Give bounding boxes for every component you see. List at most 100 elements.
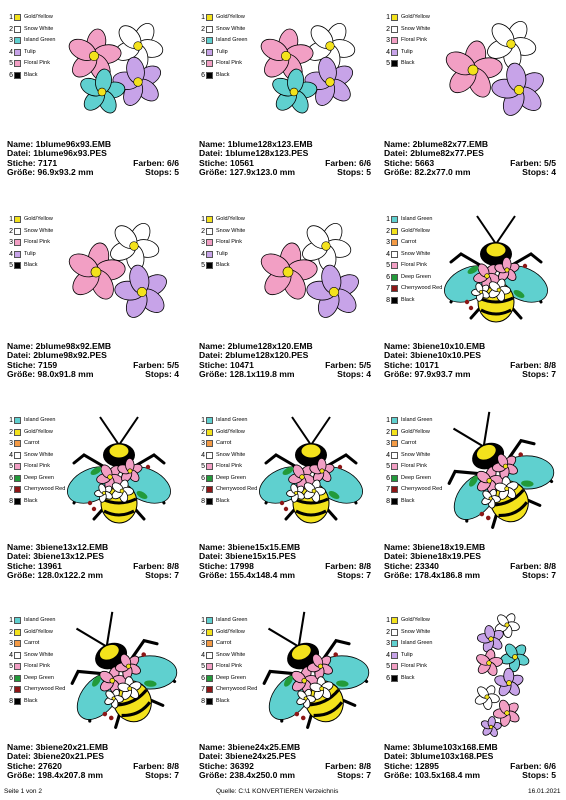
thread-legend: 1 Island Green 2 Gold/Yellow 3 Carrot 4 … [383,214,442,306]
thread-swatch [206,651,213,659]
thread-row: 3 Carrot [198,438,257,450]
design-name: Name: 3biene13x12.EMB [7,542,109,552]
stitch-count: Stiche: 10561 [199,157,254,168]
design-size: Größe: 178.4x186.8 mm [384,570,481,581]
thread-legend: 1 Island Green 2 Gold/Yellow 3 Carrot 4 … [198,415,257,507]
design-name: Name: 1blume96x93.EMB [7,139,112,149]
thread-swatch [391,273,398,281]
thread-row: 4 Tulip [6,47,56,59]
thread-number: 8 [201,697,205,705]
thread-number: 1 [201,617,205,625]
thread-row: 8 Black [383,496,442,508]
thread-name: Black [401,497,415,504]
thread-row: 1 Island Green [6,415,65,427]
design-card: 1 Island Green 2 Gold/Yellow 3 Carrot 4 … [377,202,557,392]
thread-swatch [391,296,398,304]
thread-swatch [206,428,213,436]
design-size: Größe: 103.5x168.4 mm [384,770,481,781]
thread-row: 2 Snow White [6,226,53,238]
thread-name: Gold/Yellow [24,14,53,20]
thread-row: 5 Floral Pink [383,661,433,673]
thread-legend: 1 Gold/Yellow 2 Snow White 3 Floral Pink… [198,214,245,272]
design-file: Datei: 3biene20x21.PES [7,751,104,762]
thread-legend: 1 Island Green 2 Gold/Yellow 3 Carrot 4 … [6,615,65,707]
thread-name: Carrot [216,440,232,446]
design-size: Größe: 96.9x93.2 mm [7,167,94,178]
design-card: 1 Gold/Yellow 2 Snow White 3 Floral Pink… [192,202,372,392]
thread-name: Black [216,697,230,704]
thread-name: Gold/Yellow [216,628,245,635]
thread-number: 2 [386,428,390,436]
thread-name: Black [216,262,230,268]
stitch-count: Stiche: 13961 [7,560,62,571]
color-count: Farben: 8/8 [133,760,179,771]
thread-number: 1 [201,216,205,224]
thread-name: Snow White [401,628,431,635]
design-name: Name: 2blume128x120.EMB [199,341,313,351]
stitch-count: Stiche: 5663 [384,157,435,168]
thread-swatch [206,451,213,459]
thread-number: 3 [386,440,390,448]
thread-swatch [206,497,213,505]
thread-row: 2 Gold/Yellow [6,427,65,439]
thread-number: 1 [201,14,205,22]
thread-number: 5 [9,60,13,68]
design-card: 1 Island Green 2 Gold/Yellow 3 Carrot 4 … [0,403,180,593]
thread-number: 5 [386,663,390,671]
thread-row: 4 Snow White [198,650,257,662]
design-size: Größe: 198.4x207.8 mm [7,770,104,781]
thread-row: 7 Cherrywood Red [198,684,257,696]
thread-name: Floral Pink [216,60,242,66]
design-file: Datei: 3biene13x12.PES [7,551,104,562]
thread-row: 8 Black [6,696,65,708]
thread-swatch [14,628,21,636]
thread-name: Black [401,674,415,681]
thread-row: 1 Gold/Yellow [383,12,430,24]
design-info: Name: 2blume98x92.EMB Datei: 2blume98x92… [7,341,183,380]
thread-name: Black [216,71,230,78]
thread-swatch [206,60,213,68]
thread-name: Gold/Yellow [216,216,245,222]
design-file: Datei: 3biene10x10.PES [384,350,481,361]
thread-name: Cherrywood Red [24,486,66,492]
thread-row: 4 Tulip [383,47,430,59]
thread-number: 6 [201,71,205,79]
thread-row: 5 Black [383,58,430,70]
thread-number: 2 [9,628,13,636]
thread-swatch [206,463,213,471]
thread-swatch [391,497,398,505]
thread-name: Black [24,262,38,268]
thread-row: 6 Black [6,70,56,82]
design-size: Größe: 127.9x123.0 mm [199,167,296,178]
thread-number: 8 [201,497,205,505]
thread-swatch [206,440,213,448]
stop-count: Stops: 4 [522,167,556,178]
thread-row: 4 Snow White [6,650,65,662]
thread-swatch [206,617,213,625]
thread-name: Carrot [216,640,232,646]
thread-name: Tulip [401,48,413,55]
thread-swatch [206,227,213,235]
thread-row: 3 Carrot [383,237,442,249]
thread-row: 6 Deep Green [6,673,65,685]
thread-number: 4 [201,651,205,659]
thread-row: 5 Black [198,260,245,272]
thread-row: 6 Deep Green [6,473,65,485]
thread-number: 7 [201,686,205,694]
thread-name: Island Green [24,617,56,623]
thread-swatch [391,37,398,45]
design-name: Name: 3biene24x25.EMB [199,742,301,752]
thread-row: 7 Cherrywood Red [383,283,442,295]
thread-row: 6 Deep Green [383,272,442,284]
thread-row: 4 Tulip [383,650,433,662]
stop-count: Stops: 7 [337,570,371,581]
thread-name: Floral Pink [401,262,427,268]
stitch-count: Stiche: 12895 [384,760,439,771]
thread-row: 3 Island Green [198,35,248,47]
thread-number: 4 [201,48,205,56]
thread-name: Deep Green [24,474,54,481]
design-name: Name: 1blume128x123.EMB [199,139,313,149]
thread-swatch [391,227,398,235]
thread-row: 2 Gold/Yellow [383,226,442,238]
thread-swatch [206,628,213,636]
